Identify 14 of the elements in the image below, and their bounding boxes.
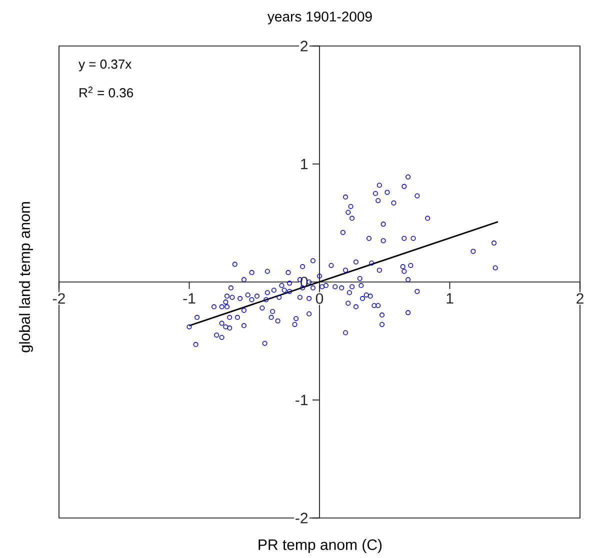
x-tick-label: 1 bbox=[446, 293, 454, 304]
x-tick-label: -1 bbox=[183, 293, 196, 304]
y-tick-label: 2 bbox=[300, 40, 308, 52]
x-tick-label: 2 bbox=[576, 293, 584, 304]
y-tick-label: -1 bbox=[296, 394, 308, 406]
y-tick-label: -2 bbox=[296, 512, 308, 524]
y-tick-label: 1 bbox=[301, 158, 308, 170]
y-axis-title: global land temp anom bbox=[19, 202, 33, 352]
x-tick-label: -2 bbox=[52, 293, 65, 304]
annotation: R$^{2}$ = 0.36 bbox=[80, 86, 134, 98]
annotation: y = 0.37x bbox=[78, 60, 132, 72]
x-tick-label: 0 bbox=[316, 293, 324, 304]
x-axis-title: PR temp anom (C) bbox=[258, 539, 382, 553]
chart-title: years 1901-2009 bbox=[267, 12, 372, 24]
